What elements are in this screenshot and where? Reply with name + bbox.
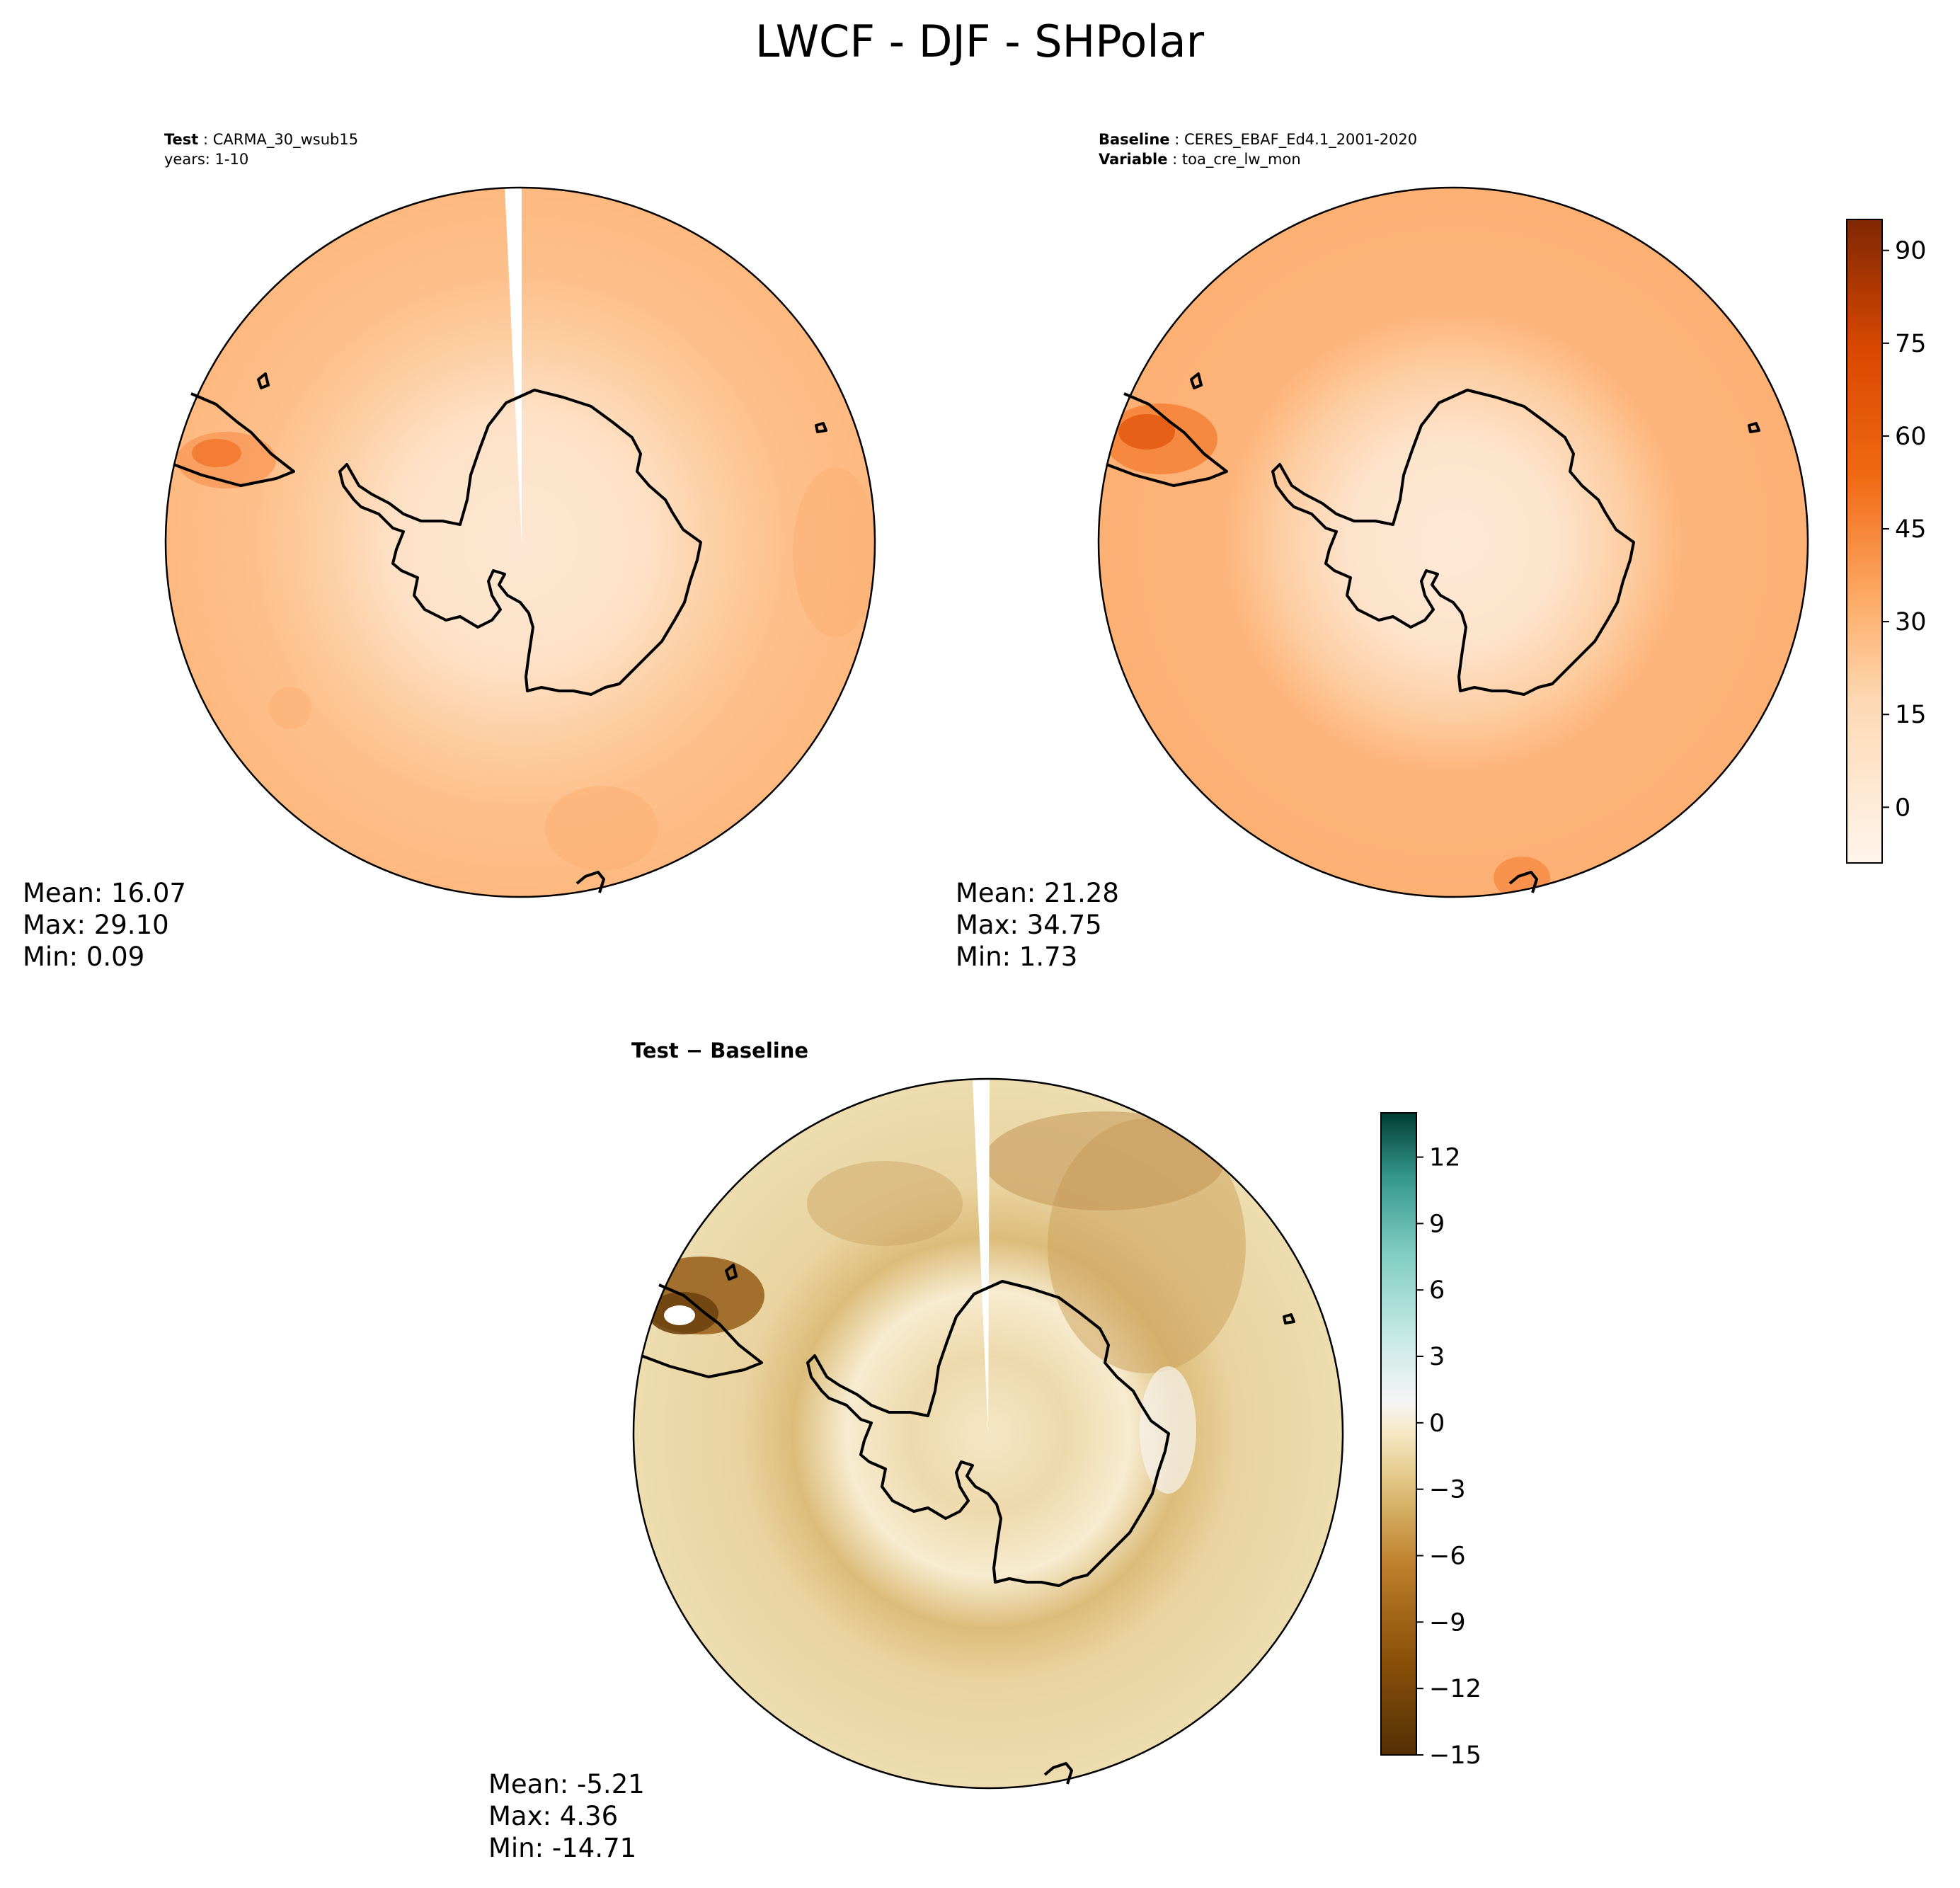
baseline-map [1099,188,1808,897]
baseline-header-value: CERES_EBAF_Ed4.1_2001-2020 [1184,131,1417,149]
difference-colorbar-ticks: −15 −12 −9 −6 −3 0 3 6 9 12 [1416,1144,1482,1770]
baseline-colorbar-tick-label: 90 [1895,237,1927,265]
baseline-map-boundary [1097,186,1809,898]
test-header: Test : CARMA_30_wsub15 [164,131,358,149]
baseline-colorbar-tick-label: 30 [1895,608,1927,636]
baseline-colorbar-tick-label: 75 [1895,330,1927,358]
panel-test: Test : CARMA_30_wsub15 years: 1-10 Mean:… [23,131,876,972]
test-stat-max: Max: 29.10 [23,910,169,940]
baseline-colorbar-tick-label: 0 [1895,794,1910,822]
baseline-stat-min: Min: 1.73 [956,942,1077,972]
difference-colorbar-bar [1380,1112,1417,1756]
figure-title: LWCF - DJF - SHPolar [755,16,1205,67]
difference-colorbar-tick-label: 3 [1429,1343,1445,1371]
difference-colorbar-tick-label: 0 [1429,1409,1445,1438]
test-map-boundary [164,186,876,898]
difference-colorbar-tick-label: −6 [1429,1543,1466,1571]
difference-colorbar-tick-label: −3 [1429,1476,1466,1504]
difference-colorbar-tick-label: 6 [1429,1276,1445,1305]
baseline-variable-value: toa_cre_lw_mon [1182,151,1301,168]
difference-map-boundary [632,1077,1344,1790]
baseline-variable-label: Variable [1099,151,1167,168]
difference-colorbar-tick-label: −9 [1429,1608,1466,1637]
difference-stat-max: Max: 4.36 [488,1801,618,1831]
difference-map [634,1079,1343,1788]
difference-colorbar: −15 −12 −9 −6 −3 0 3 6 9 12 [1380,1112,1482,1770]
difference-stat-min: Min: -14.71 [488,1833,636,1863]
baseline-colorbar: 0 15 30 45 60 75 90 [1846,219,1927,864]
test-stat-min: Min: 0.09 [23,942,144,972]
test-stat-mean: Mean: 16.07 [23,878,186,908]
difference-stat-mean: Mean: -5.21 [488,1769,645,1800]
test-header-label: Test [164,131,198,148]
test-header-value: CARMA_30_wsub15 [213,131,358,149]
test-map [166,188,875,897]
difference-colorbar-tick-label: −15 [1429,1741,1482,1770]
difference-colorbar-tick-label: 12 [1429,1144,1461,1172]
difference-colorbar-tick-label: −12 [1429,1675,1482,1703]
difference-colorbar-tick-label: 9 [1429,1210,1445,1238]
baseline-colorbar-tick-label: 60 [1895,423,1927,451]
panel-difference: Test − Baseline Mean: -5.21 Max: 4.36 Mi… [488,1039,1482,1863]
panel-baseline: Baseline : CERES_EBAF_Ed4.1_2001-2020 Va… [956,131,1927,972]
baseline-colorbar-tick-label: 45 [1895,515,1927,544]
difference-header: Test − Baseline [631,1039,808,1063]
baseline-stat-mean: Mean: 21.28 [956,878,1119,908]
baseline-variable: Variable : toa_cre_lw_mon [1099,151,1301,168]
baseline-header-label: Baseline [1099,131,1170,148]
baseline-colorbar-ticks: 0 15 30 45 60 75 90 [1882,237,1927,822]
baseline-stat-max: Max: 34.75 [956,910,1102,940]
baseline-colorbar-tick-label: 15 [1895,701,1927,729]
baseline-colorbar-bar [1846,219,1883,864]
baseline-header: Baseline : CERES_EBAF_Ed4.1_2001-2020 [1099,131,1417,149]
test-years: years: 1-10 [164,151,248,168]
